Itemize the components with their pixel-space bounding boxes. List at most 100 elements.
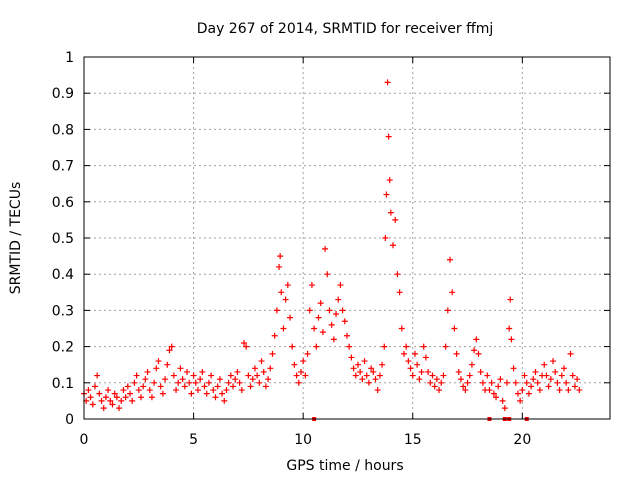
data-point: [251, 365, 258, 372]
data-point: [273, 307, 280, 314]
data-point: [488, 379, 495, 386]
y-tick-label: 0.6: [52, 195, 74, 211]
data-point: [460, 383, 467, 390]
data-point: [414, 361, 421, 368]
data-point: [262, 383, 269, 390]
data-point: [365, 379, 372, 386]
data-point: [297, 368, 304, 375]
data-point: [271, 332, 278, 339]
points-layer: [81, 79, 583, 421]
data-point: [153, 365, 160, 372]
y-tick-label: 0.7: [52, 159, 74, 175]
data-point: [512, 379, 519, 386]
data-point: [420, 343, 427, 350]
data-point: [170, 372, 177, 379]
data-point: [146, 387, 153, 394]
data-point: [447, 256, 454, 263]
data-point: [493, 394, 500, 401]
data-point: [499, 397, 506, 404]
y-tick-label: 1: [65, 50, 74, 66]
data-point: [392, 216, 399, 223]
data-point: [507, 296, 514, 303]
data-point: [96, 390, 103, 397]
data-point: [219, 390, 226, 397]
data-point: [534, 379, 541, 386]
data-point: [374, 387, 381, 394]
data-point: [295, 379, 302, 386]
data-point: [113, 394, 120, 401]
data-point: [324, 271, 331, 278]
data-point: [186, 379, 193, 386]
data-point: [497, 376, 504, 383]
data-point: [289, 343, 296, 350]
data-point: [208, 372, 215, 379]
data-point: [431, 383, 438, 390]
data-point: [162, 376, 169, 383]
data-point: [436, 387, 443, 394]
data-point: [277, 253, 284, 260]
data-point: [265, 376, 272, 383]
data-point: [245, 372, 252, 379]
y-axis-title: SRMTID / TECUs: [8, 182, 24, 295]
data-point: [197, 376, 204, 383]
data-point: [175, 379, 182, 386]
data-point: [249, 376, 256, 383]
data-point: [550, 358, 557, 365]
data-point: [390, 242, 397, 249]
data-point: [501, 405, 508, 412]
data-point: [519, 387, 526, 394]
data-point: [348, 354, 355, 361]
data-point: [151, 379, 158, 386]
data-point: [260, 368, 267, 375]
data-point: [471, 347, 478, 354]
data-point: [385, 133, 392, 140]
data-point: [569, 372, 576, 379]
data-point: [457, 376, 464, 383]
x-tick-label: 0: [80, 432, 89, 448]
data-point: [444, 307, 451, 314]
data-point: [276, 263, 283, 270]
data-point: [521, 372, 528, 379]
data-point: [258, 358, 265, 365]
data-point: [240, 339, 247, 346]
y-tick-label: 0: [65, 412, 74, 428]
data-point: [400, 350, 407, 357]
data-point: [508, 336, 515, 343]
data-point: [164, 361, 171, 368]
data-point: [350, 365, 357, 372]
data-point: [525, 390, 532, 397]
data-point: [576, 387, 583, 394]
data-point: [363, 372, 370, 379]
data-point: [129, 397, 136, 404]
data-point: [571, 383, 578, 390]
x-tick-label: 5: [189, 432, 198, 448]
data-point: [159, 390, 166, 397]
data-point: [190, 372, 197, 379]
data-point: [127, 390, 134, 397]
data-point: [148, 394, 155, 401]
data-point: [372, 376, 379, 383]
y-tick-label: 0.4: [52, 267, 74, 283]
data-point: [293, 372, 300, 379]
y-tick-label: 0.2: [52, 340, 74, 356]
data-point: [333, 311, 340, 318]
data-point: [341, 318, 348, 325]
x-tick-label: 20: [513, 432, 531, 448]
data-point: [284, 282, 291, 289]
data-point: [352, 372, 359, 379]
y-tick-label: 0.8: [52, 122, 74, 138]
data-point: [530, 376, 537, 383]
data-point: [451, 325, 458, 332]
data-point: [386, 177, 393, 184]
data-point: [302, 372, 309, 379]
data-point: [306, 307, 313, 314]
data-point: [387, 209, 394, 216]
data-point: [173, 387, 180, 394]
data-point: [541, 361, 548, 368]
data-point: [317, 300, 324, 307]
data-point: [560, 365, 567, 372]
data-point: [192, 379, 199, 386]
grid-layer: [84, 57, 610, 419]
data-point: [179, 376, 186, 383]
